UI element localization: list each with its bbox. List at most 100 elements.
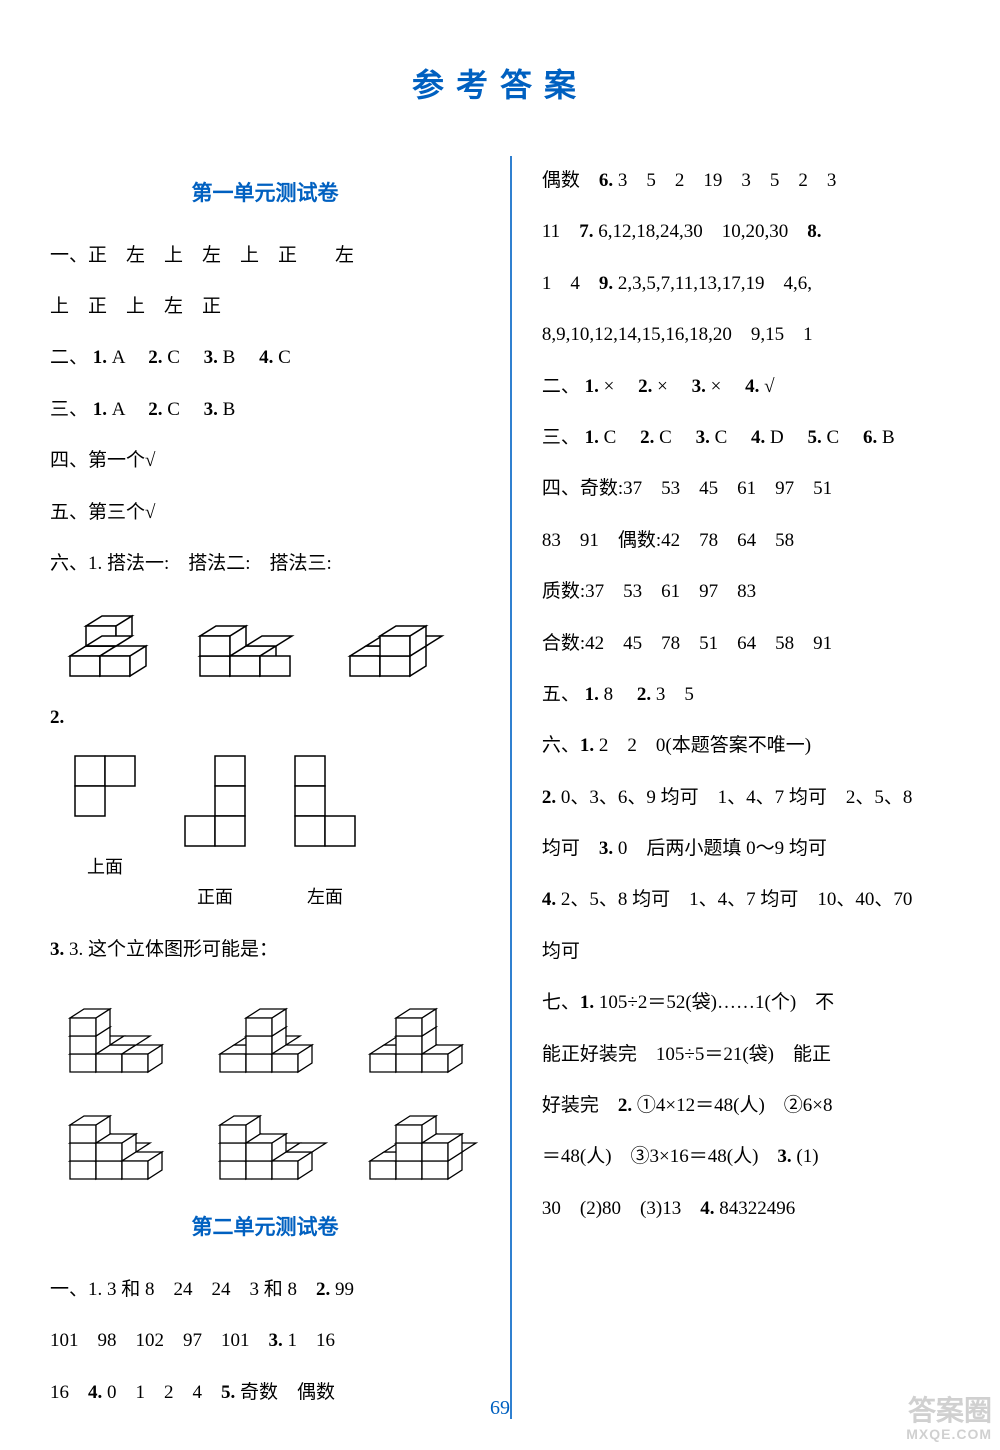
- r5-4n: 4.: [745, 376, 759, 397]
- r11-1n: 1.: [585, 684, 599, 705]
- r19-c: ①4×12＝48(人) ②6×8: [632, 1095, 832, 1116]
- content-columns: 第一单元测试卷 一、正 左 上 左 上 正 左 上 正 上 左 正 二、 1. …: [50, 156, 950, 1419]
- r18: 能正好装完 105÷5＝21(袋) 能正: [542, 1030, 950, 1079]
- r12-c: 2 2 0(本题答案不唯一): [594, 735, 811, 756]
- r5-3n: 3.: [692, 376, 706, 397]
- r11-1v: 8: [604, 684, 614, 705]
- r20-a: ＝48(人) ③3×16＝48(人): [542, 1146, 778, 1167]
- r19-a: 好装完: [542, 1095, 618, 1116]
- l-p7: 六、1. 搭法一: 搭法二: 搭法三:: [50, 539, 480, 588]
- l-p3-2n: 2.: [148, 347, 162, 368]
- r9: 质数:37 53 61 97 83: [542, 567, 950, 616]
- r3: 1 4 9. 2,3,5,7,11,13,17,19 4,6,: [542, 259, 950, 308]
- r6-3v: C: [715, 427, 728, 448]
- r6-2v: C: [659, 427, 672, 448]
- l-p4-3v: B: [223, 399, 236, 420]
- r6: 三、 1. C 2. C 3. C 4. D 5. C 6. B: [542, 413, 950, 462]
- r1-c: 3 5 2 19 3 5 2 3: [613, 170, 836, 191]
- r17: 七、1. 105÷2＝52(袋)……1(个) 不: [542, 978, 950, 1027]
- view-top-label: 上面: [70, 844, 140, 891]
- l-p12-b: 4.: [88, 1382, 102, 1403]
- r13-b: 0、3、6、9 均可 1、4、7 均可 2、5、8: [556, 787, 912, 808]
- r6-2n: 2.: [640, 427, 654, 448]
- l-p11-c: 1 16: [283, 1330, 335, 1351]
- r14: 均可 3. 0 后两小题填 0～9 均可: [542, 824, 950, 873]
- r3-a: 1 4: [542, 273, 599, 294]
- r5-2v: ×: [657, 376, 668, 397]
- r5-3v: ×: [711, 376, 722, 397]
- r3-b: 9.: [599, 273, 613, 294]
- l-p4-2v: C: [167, 399, 180, 420]
- l-p3-2v: C: [167, 347, 180, 368]
- l-p4-1v: A: [112, 399, 125, 420]
- left-column: 第一单元测试卷 一、正 左 上 左 上 正 左 上 正 上 左 正 二、 1. …: [50, 156, 480, 1419]
- cube-opt-6: [350, 1091, 480, 1186]
- r11-2n: 2.: [637, 684, 651, 705]
- l-p1: 一、正 左 上 左 上 正 左: [50, 231, 480, 280]
- r14-a: 均可: [542, 838, 599, 859]
- l-p3-1v: A: [112, 347, 125, 368]
- r5-4v: √: [764, 376, 774, 397]
- view-left-label: 左面: [290, 874, 360, 921]
- cube-method-2: [190, 596, 310, 681]
- l-p3-pre: 二、: [50, 347, 88, 368]
- l-p4-pre: 三、: [50, 399, 88, 420]
- r4: 8,9,10,12,14,15,16,18,20 9,15 1: [542, 310, 950, 359]
- r6-1v: C: [604, 427, 617, 448]
- r11-pre: 五、: [542, 684, 580, 705]
- watermark-small: MXQE.COM: [906, 1427, 992, 1442]
- r15-a: 4.: [542, 889, 556, 910]
- l-p4-2n: 2.: [148, 399, 162, 420]
- l-p4: 三、 1. A 2. C 3. B: [50, 385, 480, 434]
- l-p4-1n: 1.: [93, 399, 107, 420]
- r17-a: 七、: [542, 992, 580, 1013]
- cube-opt-5: [200, 1091, 330, 1186]
- l-p9-text: 3. 这个立体图形可能是：: [69, 939, 278, 960]
- r12: 六、1. 2 2 0(本题答案不唯一): [542, 721, 950, 770]
- r20-b: 3.: [777, 1146, 791, 1167]
- l-p11-a: 101 98 102 97 101: [50, 1330, 269, 1351]
- r21: 30 (2)80 (3)13 4. 84322496: [542, 1184, 950, 1233]
- r21-a: 30 (2)80 (3)13: [542, 1198, 700, 1219]
- r16: 均可: [542, 927, 950, 976]
- possible-cubes-grid: [50, 984, 480, 1186]
- cube-methods-row: [50, 596, 480, 681]
- r8: 83 91 偶数:42 78 64 58: [542, 516, 950, 565]
- r6-4n: 4.: [751, 427, 765, 448]
- r2-a: 11: [542, 221, 579, 242]
- r1-a: 偶数: [542, 170, 599, 191]
- l-p12-c: 0 1 2 4: [102, 1382, 221, 1403]
- r19: 好装完 2. ①4×12＝48(人) ②6×8: [542, 1081, 950, 1130]
- r15-b: 2、5、8 均可 1、4、7 均可 10、40、70: [556, 889, 912, 910]
- r6-5n: 5.: [808, 427, 822, 448]
- r10: 合数:42 45 78 51 64 58 91: [542, 619, 950, 668]
- l-p10-b: 2.: [316, 1279, 330, 1300]
- r5-2n: 2.: [638, 376, 652, 397]
- r20: ＝48(人) ③3×16＝48(人) 3. (1): [542, 1132, 950, 1181]
- r5-1n: 1.: [585, 376, 599, 397]
- right-column: 偶数 6. 3 5 2 19 3 5 2 3 11 7. 6,12,18,24,…: [542, 156, 950, 1419]
- r21-c: 84322496: [714, 1198, 795, 1219]
- l-p3: 二、 1. A 2. C 3. B 4. C: [50, 333, 480, 382]
- r12-a: 六、: [542, 735, 580, 756]
- r1: 偶数 6. 3 5 2 19 3 5 2 3: [542, 156, 950, 205]
- l-p12-d: 5.: [221, 1382, 235, 1403]
- l-p3-1n: 1.: [93, 347, 107, 368]
- r6-6v: B: [882, 427, 895, 448]
- r11: 五、 1. 8 2. 3 5: [542, 670, 950, 719]
- cube-method-3: [340, 596, 460, 681]
- r2: 11 7. 6,12,18,24,30 10,20,30 8.: [542, 207, 950, 256]
- r5-1v: ×: [604, 376, 615, 397]
- watermark: 答案圈 MXQE.COM: [906, 1396, 992, 1442]
- l-p6: 五、第三个√: [50, 488, 480, 537]
- l-p10: 一、1. 3 和 8 24 24 3 和 8 2. 99: [50, 1265, 480, 1314]
- l-p2: 上 正 上 左 正: [50, 282, 480, 331]
- r5: 二、 1. × 2. × 3. × 4. √: [542, 362, 950, 411]
- r12-b: 1.: [580, 735, 594, 756]
- l-p9: 3. 3. 这个立体图形可能是：: [50, 925, 480, 974]
- watermark-big: 答案圈: [906, 1396, 992, 1427]
- l-p12-a: 16: [50, 1382, 88, 1403]
- r1-b: 6.: [599, 170, 613, 191]
- r6-3n: 3.: [696, 427, 710, 448]
- view-left: 左面: [290, 751, 360, 921]
